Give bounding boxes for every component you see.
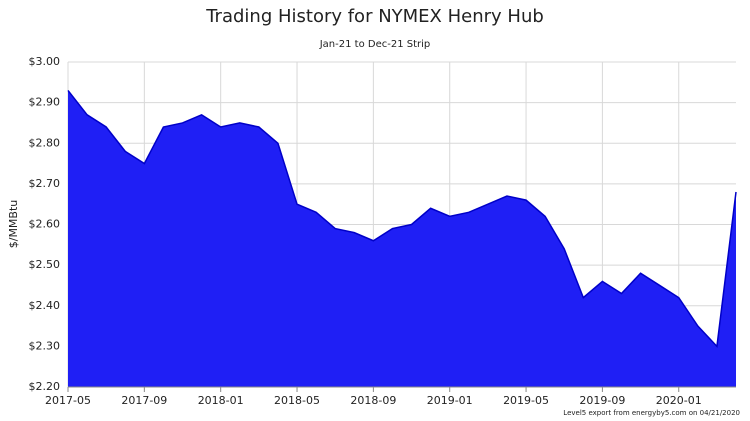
x-tick-label: 2018-09 (350, 394, 396, 407)
line (67, 89, 737, 349)
chart-subtitle: Jan-21 to Dec-21 Strip (319, 39, 431, 50)
chart-title: Trading History for NYMEX Henry Hub (205, 6, 544, 27)
x-tick-label: 2017-09 (121, 394, 167, 407)
y-tick-label: $2.20 (29, 380, 61, 393)
y-tick-label: $2.30 (29, 339, 61, 352)
y-tick-label: $2.60 (29, 218, 61, 231)
y-tick-label: $2.40 (29, 299, 61, 312)
y-tick-label: $3.00 (29, 55, 61, 68)
x-tick-label: 2017-05 (45, 394, 91, 407)
footnote: Level5 export from energyby5.com on 04/2… (563, 409, 740, 417)
x-tick-label: 2019-09 (579, 394, 625, 407)
x-tick-label: 2018-05 (274, 394, 320, 407)
y-tick-label: $2.80 (29, 136, 61, 149)
y-axis-label: $/MMBtu (7, 200, 20, 249)
y-tick-label: $2.90 (29, 96, 61, 109)
x-tick-label: 2018-01 (198, 394, 244, 407)
x-tick-label: 2020-01 (656, 394, 702, 407)
x-tick-label: 2019-01 (427, 394, 473, 407)
y-tick-label: $2.50 (29, 258, 61, 271)
y-tick-label: $2.70 (29, 177, 61, 190)
area (68, 90, 736, 387)
x-tick-label: 2019-05 (503, 394, 549, 407)
